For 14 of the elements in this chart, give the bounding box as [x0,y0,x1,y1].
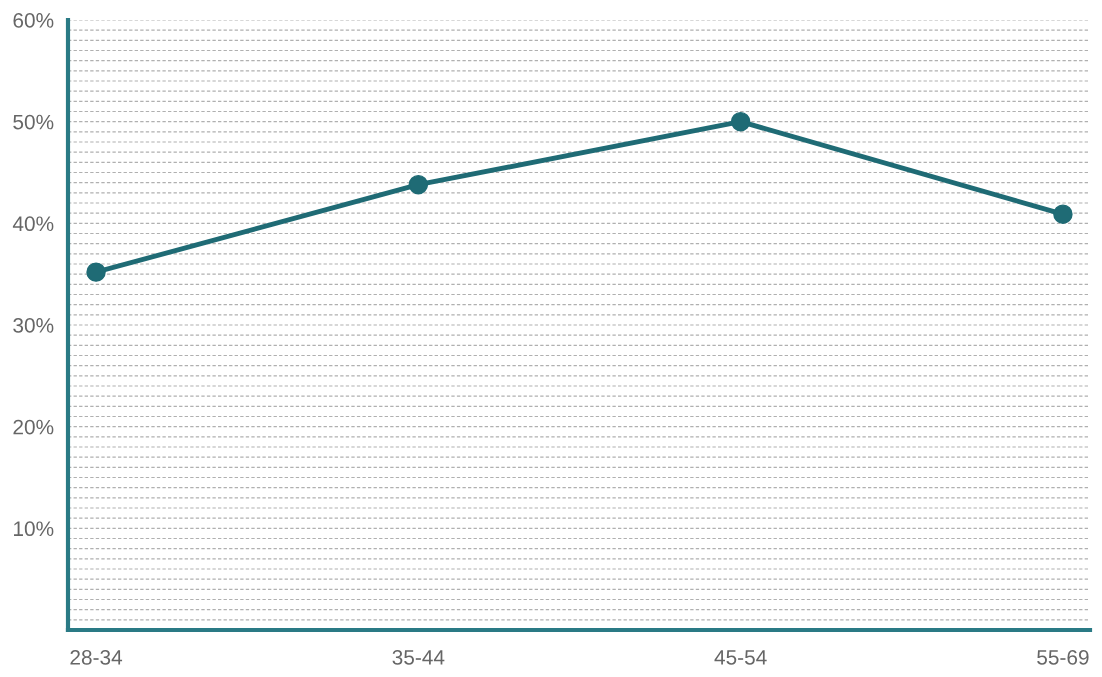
x-tick-label: 45-54 [714,650,767,665]
x-tick-label: 28-34 [70,649,123,665]
point [86,262,106,282]
x-tick-label: 35-44 [392,649,445,665]
point [408,174,429,195]
y-tick-label: 50% [13,114,54,130]
x-tick-label: 55-69 [1037,649,1089,665]
y-tick-label: 60% [13,13,54,28]
y-tick-label: 20% [13,419,54,435]
y-tick-label: 10% [14,521,54,537]
y-tick-label: 30% [13,318,54,333]
y-tick-label: 40% [12,216,54,232]
point [730,111,751,132]
point [1053,204,1073,224]
